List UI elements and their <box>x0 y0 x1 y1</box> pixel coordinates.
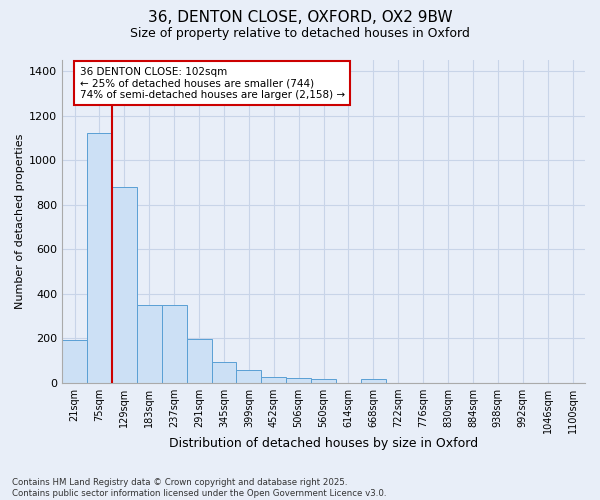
Bar <box>87 134 112 382</box>
Bar <box>236 370 262 382</box>
Bar <box>361 380 386 382</box>
Bar <box>262 377 286 382</box>
Text: 36, DENTON CLOSE, OXFORD, OX2 9BW: 36, DENTON CLOSE, OXFORD, OX2 9BW <box>148 10 452 25</box>
Text: Size of property relative to detached houses in Oxford: Size of property relative to detached ho… <box>130 28 470 40</box>
X-axis label: Distribution of detached houses by size in Oxford: Distribution of detached houses by size … <box>169 437 478 450</box>
Bar <box>112 187 137 382</box>
Y-axis label: Number of detached properties: Number of detached properties <box>15 134 25 309</box>
Bar <box>286 378 311 382</box>
Bar <box>212 362 236 382</box>
Text: 36 DENTON CLOSE: 102sqm
← 25% of detached houses are smaller (744)
74% of semi-d: 36 DENTON CLOSE: 102sqm ← 25% of detache… <box>80 66 345 100</box>
Bar <box>62 340 87 382</box>
Text: Contains HM Land Registry data © Crown copyright and database right 2025.
Contai: Contains HM Land Registry data © Crown c… <box>12 478 386 498</box>
Bar <box>311 380 336 382</box>
Bar <box>187 340 212 382</box>
Bar <box>162 305 187 382</box>
Bar <box>137 305 162 382</box>
